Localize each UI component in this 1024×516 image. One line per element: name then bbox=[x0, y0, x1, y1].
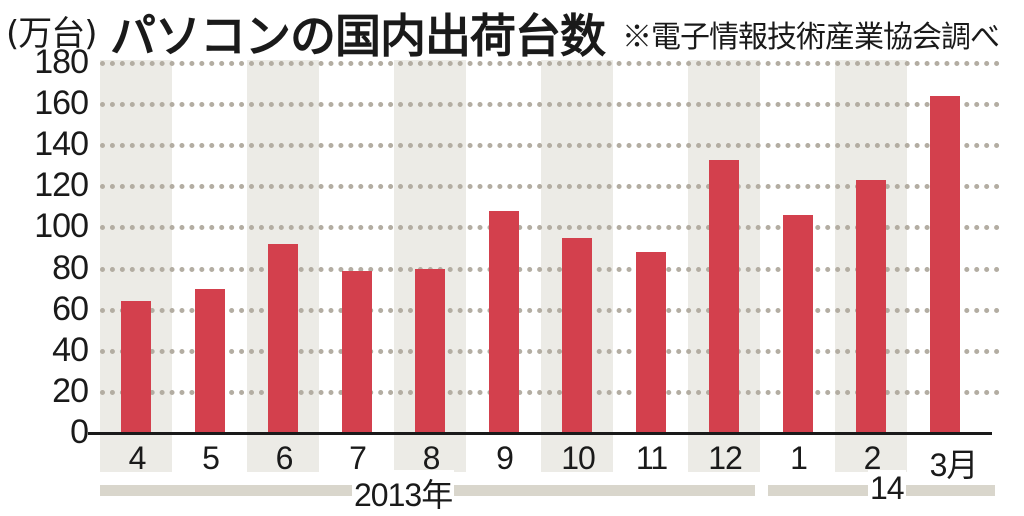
x-tick-label: 6 bbox=[275, 440, 294, 476]
gridline bbox=[100, 184, 1000, 190]
x-tick-label: 3月 bbox=[929, 447, 979, 483]
source-note: ※電子情報技術産業協会調べ bbox=[622, 20, 1000, 55]
y-axis-unit-label: (万台) bbox=[6, 14, 98, 54]
gridline bbox=[100, 266, 1000, 272]
gridline bbox=[100, 102, 1000, 108]
bar-4 bbox=[121, 301, 151, 433]
bar-10 bbox=[562, 237, 592, 433]
y-tick-label: 180 bbox=[34, 43, 89, 81]
gridline bbox=[100, 348, 1000, 354]
bar-7 bbox=[341, 270, 372, 433]
bar-5 bbox=[194, 289, 225, 433]
bar-11 bbox=[635, 252, 666, 433]
bar-8 bbox=[415, 268, 445, 433]
y-tick-label: 160 bbox=[34, 84, 89, 123]
x-tick-label: 10 bbox=[561, 440, 596, 476]
chart-title: パソコンの国内出荷台数 bbox=[110, 9, 606, 63]
x-tick-label: 2 bbox=[863, 440, 882, 476]
gridline bbox=[100, 225, 1000, 231]
y-tick-label: 80 bbox=[52, 248, 89, 287]
bar-9 bbox=[488, 211, 519, 433]
x-axis-line bbox=[88, 432, 992, 435]
y-tick-label: 0 bbox=[70, 413, 89, 451]
x-tick-label: 11 bbox=[635, 440, 668, 476]
y-tick-label: 120 bbox=[34, 166, 89, 205]
x-tick-label: 8 bbox=[422, 440, 441, 476]
gridline bbox=[100, 307, 1000, 313]
bar-2 bbox=[856, 180, 886, 433]
bar-6 bbox=[268, 243, 298, 433]
y-tick-label: 20 bbox=[52, 371, 89, 410]
x-tick-label: 9 bbox=[496, 440, 514, 476]
x-tick-label: 7 bbox=[349, 440, 367, 476]
y-tick-label: 40 bbox=[52, 330, 89, 369]
y-tick-label: 60 bbox=[52, 289, 89, 328]
x-tick-label: 5 bbox=[202, 440, 220, 476]
year-label-2013: 2013年 bbox=[352, 470, 455, 516]
gridline bbox=[100, 61, 1000, 66]
x-tick-label: 1 bbox=[790, 440, 808, 476]
bar-12 bbox=[709, 159, 739, 433]
x-tick-label: 4 bbox=[128, 440, 147, 476]
y-tick-label: 100 bbox=[34, 207, 89, 246]
bar-3月 bbox=[929, 95, 960, 433]
x-tick-label: 12 bbox=[708, 440, 743, 476]
y-tick-label: 140 bbox=[34, 125, 89, 164]
year-label-2014: 14 bbox=[868, 470, 906, 507]
bar-1 bbox=[782, 215, 813, 433]
gridline bbox=[100, 143, 1000, 149]
gridline bbox=[100, 389, 1000, 395]
